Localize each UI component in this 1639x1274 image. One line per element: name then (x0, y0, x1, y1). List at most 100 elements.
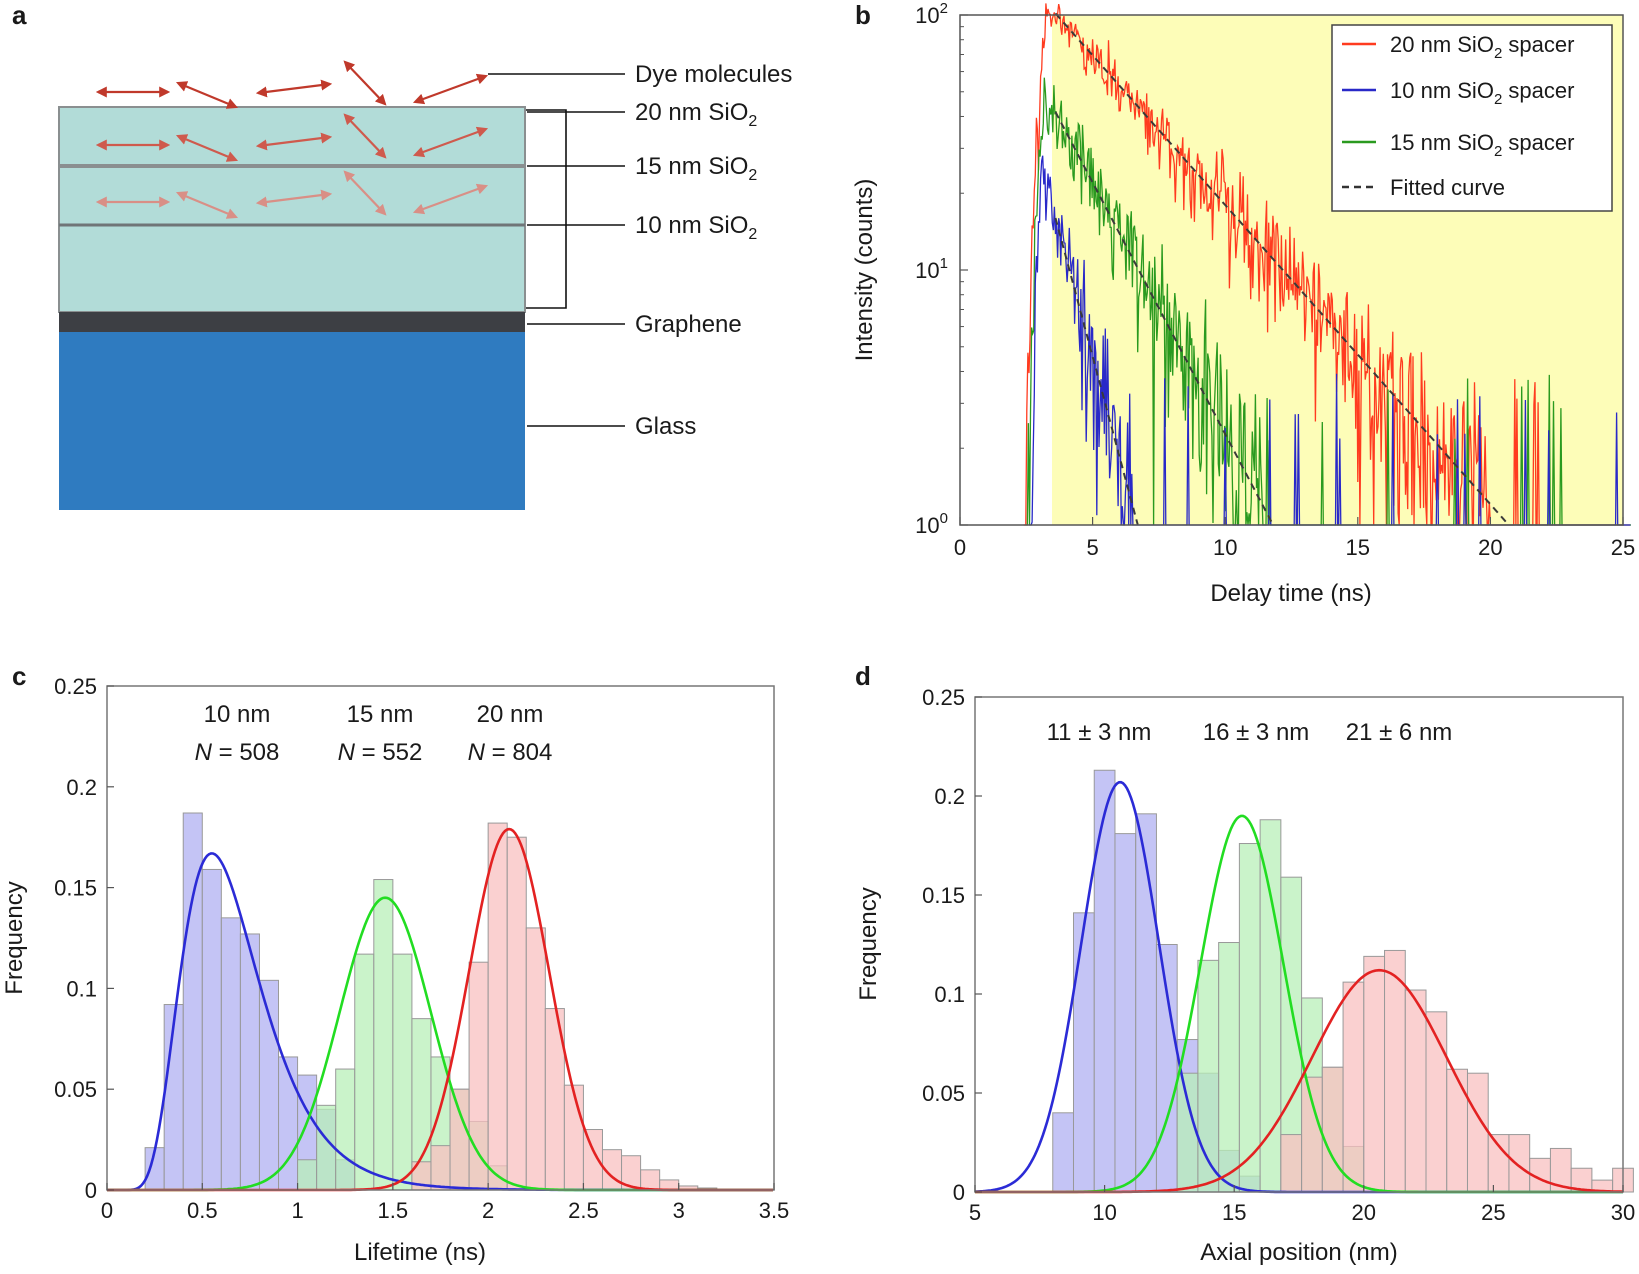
histogram-bar-2-5 (1384, 949, 1406, 1193)
annotations-d: 11 ± 3 nm 16 ± 3 nm 21 ± 6 nm (1047, 719, 1453, 746)
label-glass: Glass (635, 413, 696, 440)
x-tick-label: 5 (969, 1200, 981, 1225)
annotation-title-2: 21 ± 6 nm (1346, 719, 1453, 746)
legend-label-1: 10 nm SiO2 spacer (1390, 78, 1574, 108)
histogram-bar-2-4 (1363, 955, 1386, 1193)
dye-arrows (95, 60, 489, 219)
dye-dipole-arrow-1-1 (175, 134, 239, 162)
annotations-c: 10 nm N = 508 15 nm N = 552 20 nm N = 804 (195, 701, 553, 766)
histogram-bar-2-0 (1280, 1134, 1303, 1193)
label-15nm-sio2: 15 nm SiO2 (635, 153, 757, 184)
histogram-bar-0-4 (220, 917, 241, 1191)
dye-dipole-arrow-1-3 (343, 113, 387, 159)
x-tick-label-b: 10 (1213, 535, 1237, 560)
legend-label-0: 20 nm SiO2 spacer (1390, 32, 1574, 62)
histogram-bar-2-4 (487, 822, 508, 1191)
fitted-curve-1 (1054, 217, 1139, 525)
histogram-bar-2-8 (1446, 1068, 1468, 1193)
dye-dipole-arrow-2-1 (175, 191, 239, 219)
y-tick-label: 0.05 (54, 1077, 97, 1102)
dye-dipole-arrow-1-4 (412, 126, 489, 158)
histogram-bar-1-3 (1238, 843, 1261, 1193)
x-tick-label: 1.5 (378, 1198, 409, 1223)
histogram-bar-2-12 (640, 1169, 661, 1191)
plot-frame-d (974, 696, 1624, 1193)
histogram-bar-2-6 (525, 927, 546, 1191)
histogram-bar-2-1 (430, 1145, 451, 1191)
dye-dipole-arrow-2-3 (343, 170, 387, 216)
x-tick-label: 0 (101, 1198, 113, 1223)
x-tick-label: 25 (1481, 1200, 1505, 1225)
histogram-bar-2-8 (563, 1084, 584, 1191)
histogram-bar-2-2 (1321, 1066, 1344, 1193)
histogram-bar-1-3 (354, 953, 375, 1191)
label-dye-molecules: Dye molecules (635, 61, 792, 88)
histogram-bar-1-4 (373, 879, 394, 1191)
annotation-title-0: 11 ± 3 nm (1047, 719, 1152, 746)
x-tick-label: 10 (1092, 1200, 1116, 1225)
axis-ticks-c: 0 0.5 1 1.5 2 2.5 3 3.5 0 0.05 0.1 0.15 0.2 0.25 (54, 674, 789, 1223)
y-tick-label: 0.05 (922, 1081, 965, 1106)
panel-d-axial-histogram: 5 10 15 20 25 30 0 0.05 0.1 0.15 0.2 0.25 11 ± 3 nm… (855, 685, 1635, 1266)
fitted-curves (1054, 12, 1508, 526)
panel-c-lifetime-histogram: 0 0.5 1 1.5 2 2.5 3 3.5 0 0.05 0.1 0.15 0.2 0.25 10 n… (1, 674, 789, 1266)
graphene-layer (59, 312, 525, 332)
y-tick-label: 0 (953, 1180, 965, 1205)
x-tick-label: 2 (482, 1198, 494, 1223)
plot-frame-c (106, 685, 775, 1191)
dye-dipole-arrow-0-4 (412, 73, 489, 105)
histogram-bar-0-5 (1155, 944, 1178, 1193)
panel-label-c: c (12, 661, 26, 691)
thickness-bracket (526, 109, 567, 309)
y-tick-label: 0.25 (54, 674, 97, 699)
x-tick-label-b: 5 (1086, 535, 1098, 560)
dye-dipole-arrow-1-2 (255, 132, 333, 151)
histogram-bar-2-6 (1404, 989, 1427, 1193)
axis-ticks-d: 5 10 15 20 25 30 0 0.05 0.1 0.15 0.2 0.25 (922, 685, 1635, 1225)
y-tick-label: 0.25 (922, 685, 965, 710)
x-tick-label: 3 (673, 1198, 685, 1223)
axis-ticks-b: 0 5 10 15 20 25 100 101 102 (915, 0, 1635, 560)
fitted-curve-2 (1054, 111, 1274, 526)
y-tick-label: 0.2 (66, 775, 97, 800)
histogram-bar-2-9 (1466, 1072, 1489, 1193)
glass-substrate (59, 332, 525, 510)
x-tick-label: 0.5 (187, 1198, 218, 1223)
label-20nm-sio2: 20 nm SiO2 (635, 99, 757, 130)
x-tick-label: 2.5 (568, 1198, 599, 1223)
fitted-curve-0 (1054, 12, 1508, 523)
annotation-title-1: 16 ± 3 nm (1203, 719, 1310, 746)
y-tick-label: 0 (85, 1178, 97, 1203)
x-axis-label-c: Lifetime (ns) (354, 1239, 486, 1266)
panel-b-decay-chart: 0 5 10 15 20 25 100 101 102 Delay time (ns) Inte… (851, 0, 1635, 607)
x-tick-label: 3.5 (759, 1198, 790, 1223)
histogram-bar-1-0 (297, 1159, 318, 1191)
y-tick-label: 0.2 (934, 784, 965, 809)
y-tick-label: 0.1 (66, 976, 97, 1001)
x-tick-label-b: 25 (1611, 535, 1635, 560)
x-tick-label-b: 0 (954, 535, 966, 560)
x-tick-label-b: 20 (1478, 535, 1502, 560)
legend-box (1331, 24, 1613, 212)
histogram-bar-0-3 (201, 868, 222, 1191)
histogram-bar-1-5 (392, 953, 413, 1191)
histogram-bar-0-7 (278, 1056, 299, 1191)
histogram-bar-0-3 (1114, 833, 1137, 1193)
x-axis-label-d: Axial position (nm) (1200, 1239, 1397, 1266)
y-tick-label-b: 100 (915, 510, 948, 538)
y-tick-label: 0.1 (934, 982, 965, 1007)
histogram-bar-1-1 (1197, 959, 1220, 1193)
y-tick-label-b: 102 (915, 0, 948, 28)
histogram-bar-2-3 (1342, 981, 1365, 1193)
histogram-bar-2-11 (1508, 1134, 1531, 1193)
panel-label-b: b (855, 0, 871, 30)
annotation-title-2: 20 nm (477, 701, 544, 728)
histogram-bar-1-2 (1218, 942, 1240, 1193)
dye-dipole-arrow-2-4 (412, 183, 489, 215)
y-axis-label-d: Frequency (855, 887, 882, 1000)
panel-label-a: a (12, 0, 27, 30)
x-tick-label: 1 (291, 1198, 303, 1223)
x-axis-label-b: Delay time (ns) (1210, 580, 1371, 607)
dye-dipole-arrow-2-2 (255, 189, 333, 208)
x-tick-label: 15 (1222, 1200, 1246, 1225)
